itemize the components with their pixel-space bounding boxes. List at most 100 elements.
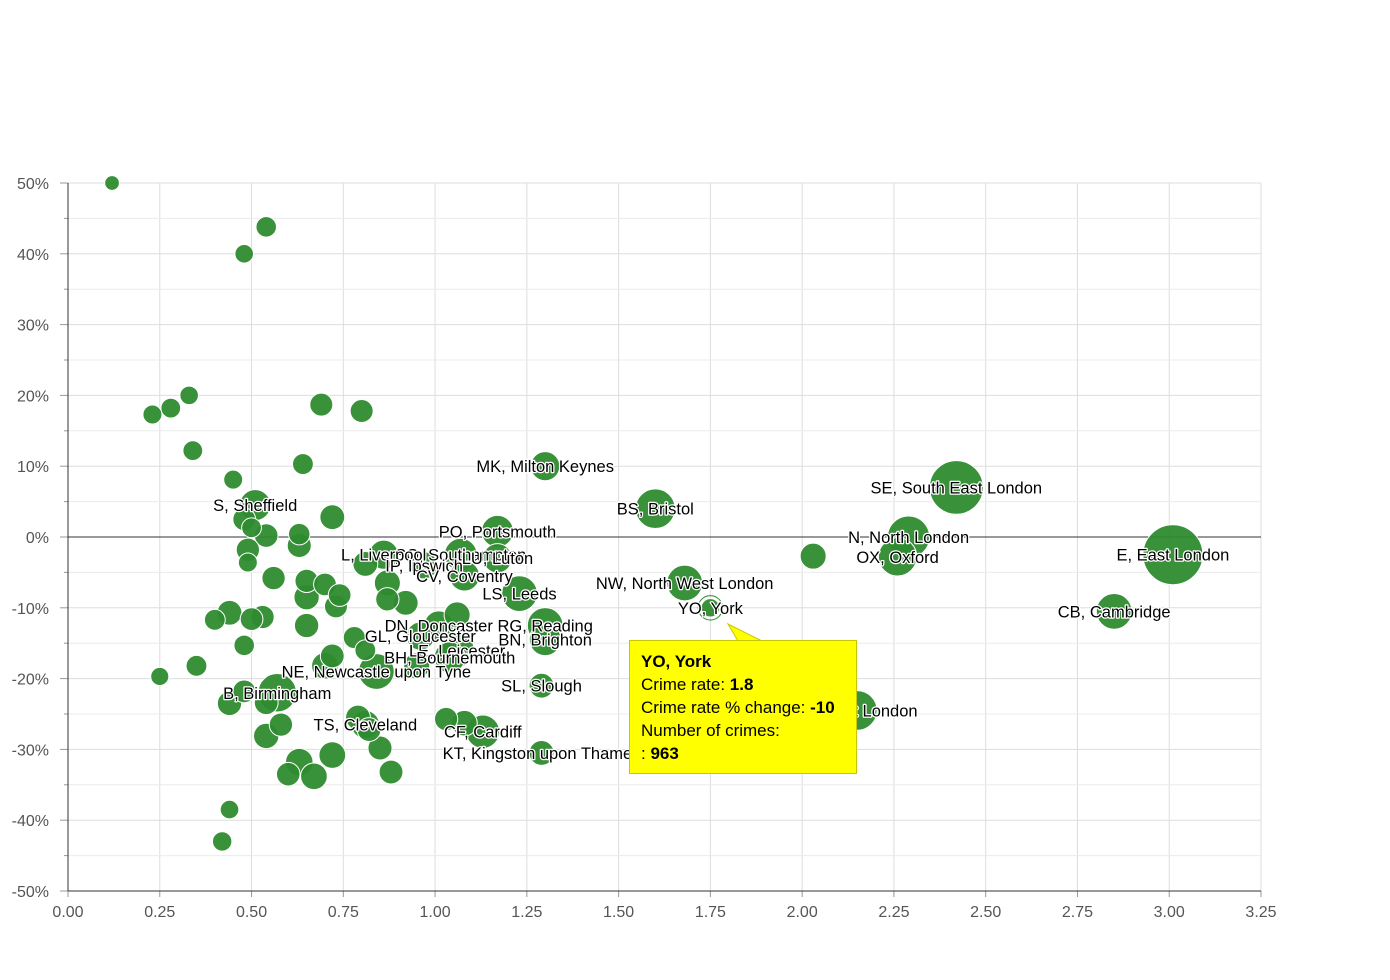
bubble-point [318,741,347,769]
bubble-point [1142,524,1204,586]
y-tick-label: 40% [17,247,49,264]
bubble-label: BH, Bournemouth [384,649,515,667]
bubble-point [356,717,382,742]
x-tick-label: 1.25 [511,904,542,921]
bubble-label: CB, Cambridge [1058,603,1171,621]
y-tick-label: -10% [12,601,49,618]
tooltip-pointer [726,622,763,642]
x-tick-label: 0.50 [236,904,267,921]
bubble-point [142,404,163,425]
bubble-point [928,460,984,515]
bubble-point [223,469,244,490]
bubble-point [319,504,346,531]
bubble-point [104,175,120,191]
y-tick-label: 50% [17,176,49,193]
bubble-label: LS, Leeds [482,586,556,604]
bubble-label: CF, Cardiff [444,724,522,742]
bubble-point [232,679,257,704]
bubble-point [349,398,374,423]
y-tick-label: 30% [17,318,49,335]
bubble-point [433,706,459,732]
tooltip-title: YO, York [641,652,712,671]
bubble-label: MK, Milton Keynes [476,458,614,476]
bubble-label: PO, Portsmouth [439,523,556,541]
bubble-label: GL, Gloucester [365,628,476,646]
bubble-point [700,598,721,618]
bubble-point [433,641,466,674]
tooltip-crimes-label: Number of crimes: [641,721,780,740]
bubble-label: YO, York [678,600,744,618]
y-tick-label: 0% [26,530,49,547]
bubble-label: LU, Luton [462,550,534,568]
x-tick-label: 2.00 [787,904,818,921]
bubble-point [528,672,555,699]
bubble-label: CV, Coventry [416,568,513,586]
bubble-point [268,712,294,737]
bubble-point [528,623,562,657]
bubble-label: BN, Brighton [498,632,592,650]
tooltip: YO, York Crime rate: 1.8 Crime rate % ch… [629,640,857,774]
bubble-label: OX, Oxford [856,549,939,567]
bubble-point [634,488,676,530]
x-tick-label: 1.75 [695,904,726,921]
bubble-point [233,634,255,657]
bubble-point [501,575,538,613]
bubble-point [203,608,226,631]
bubble-label: RG, Reading [498,618,593,636]
x-tick-label: 3.00 [1154,904,1185,921]
tooltip-change-label: Crime rate % change: [641,698,811,717]
tooltip-crimes-value: 963 [650,744,679,763]
bubbles [104,175,1204,852]
bubble-point [179,385,199,406]
bubble-point [261,565,286,591]
bubble-point [448,560,480,592]
axes: 0.00 0.25 0.50 0.75 1.00 1.25 1.50 1.75 2.00 2.25… [12,176,1277,921]
bubble-point [237,552,258,573]
bubble-label: TS, Cleveland [314,717,418,735]
bubble-label: IP, Ipswich [385,557,463,575]
bubble-point [275,761,301,787]
bubble-point [211,831,233,852]
bubble-label: E, East London [1116,547,1229,565]
bubble-label: NW, North West London [596,575,774,593]
bubble-label: L, Liverpool [341,547,426,565]
bubble-point [309,392,334,417]
bubble-point [185,654,208,677]
y-tick-label: 10% [17,459,49,476]
bubble-point [319,643,345,669]
bubble-point [1095,592,1133,630]
x-tick-label: 1.50 [603,904,634,921]
bubble-point [378,759,404,785]
bubble-point [182,440,204,462]
bubble-point [877,537,918,577]
y-tick-label: 20% [17,388,49,405]
bubble-point [354,639,377,662]
bubble-point [666,564,704,602]
bubble-point [239,607,264,631]
bubble-point [292,453,314,475]
bubble-point [405,621,435,651]
bubble-label: BS, Bristol [617,501,694,519]
bubble-label: B, Birmingham [223,685,331,703]
bubble-label: NE, Newcastle upon Tyne [282,664,472,682]
bubble-point [288,522,311,546]
bubble-point [253,690,279,716]
bubble-point [799,542,827,570]
y-tick-label: -30% [12,742,49,759]
bubble-label: SO, Southampton [395,547,526,565]
bubble-point [160,397,182,419]
bubble-point [409,551,439,580]
bubble-point [327,583,352,607]
bubble-label: LE, Leicester [409,642,506,660]
bubble-point [255,216,277,238]
bubble-point [443,601,471,629]
bubble-point [367,735,393,761]
x-tick-label: 2.75 [1062,904,1093,921]
bubble-point [234,244,254,264]
bubble-point [357,653,395,690]
x-tick-label: 0.00 [52,904,83,921]
x-tick-label: 2.25 [878,904,909,921]
tooltip-change-value: -10 [810,698,835,717]
y-tick-label: -40% [12,813,49,830]
